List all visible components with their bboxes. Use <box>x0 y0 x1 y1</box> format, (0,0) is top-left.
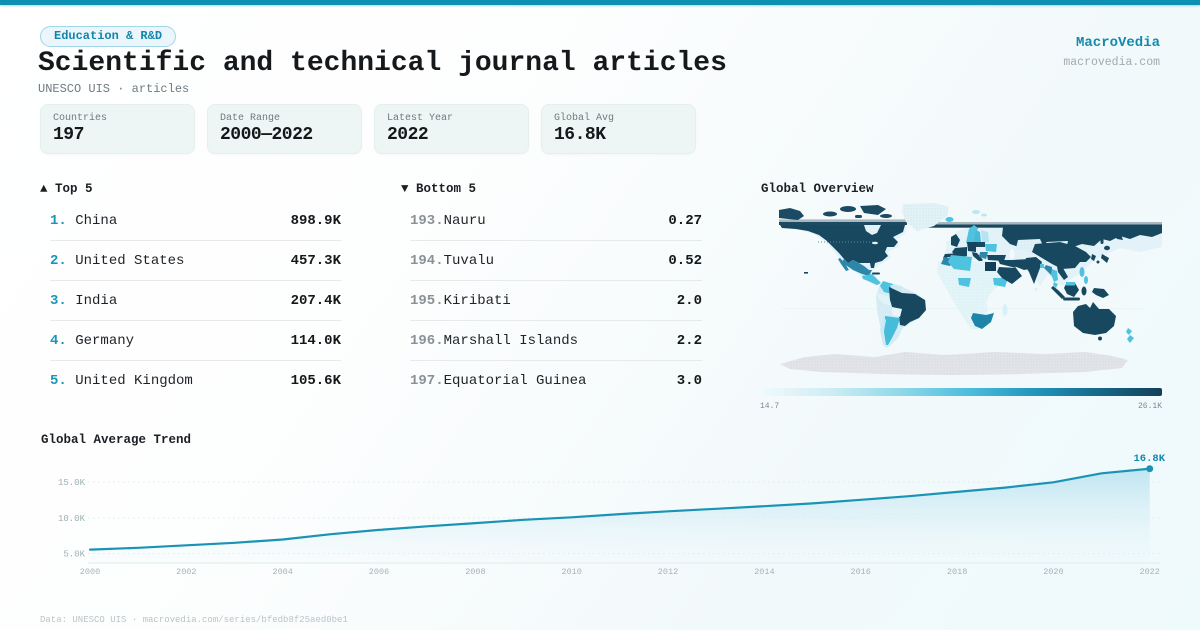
svg-text:2018: 2018 <box>947 567 967 577</box>
svg-text:2006: 2006 <box>369 567 389 577</box>
svg-text:2000: 2000 <box>80 567 100 577</box>
svg-text:2002: 2002 <box>176 567 196 577</box>
svg-text:2020: 2020 <box>1043 567 1063 577</box>
svg-text:2012: 2012 <box>658 567 678 577</box>
svg-text:5.0K: 5.0K <box>63 550 85 560</box>
svg-text:2004: 2004 <box>272 567 292 577</box>
svg-text:2008: 2008 <box>465 567 485 577</box>
svg-text:2022: 2022 <box>1139 567 1159 577</box>
svg-text:15.0K: 15.0K <box>58 478 86 488</box>
svg-text:2010: 2010 <box>561 567 581 577</box>
svg-text:16.8K: 16.8K <box>1133 453 1165 465</box>
svg-text:2014: 2014 <box>754 567 774 577</box>
svg-text:2016: 2016 <box>850 567 870 577</box>
svg-text:10.0K: 10.0K <box>58 514 86 524</box>
